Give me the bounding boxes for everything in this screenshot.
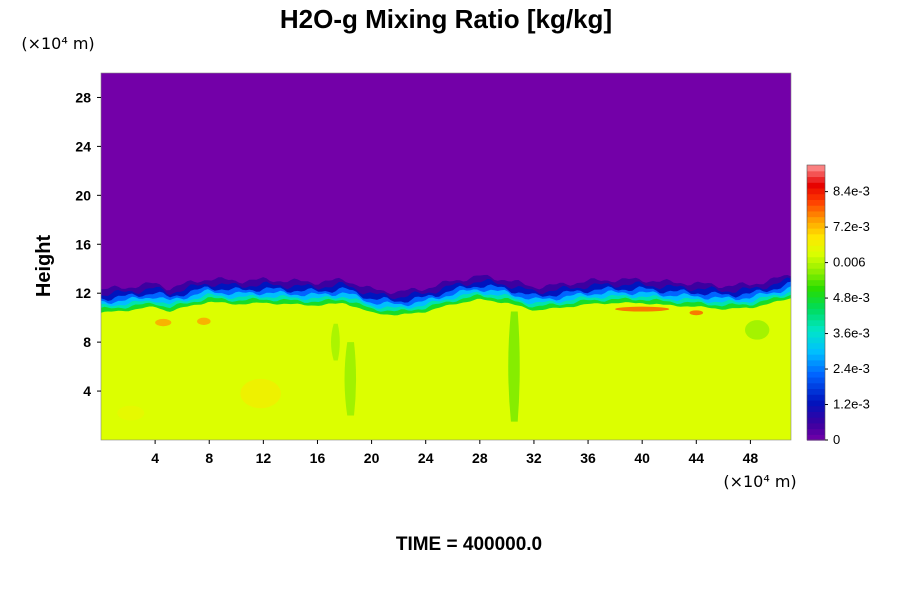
colorbar-segment [807, 250, 825, 258]
colorbar: 0 1.2e-3 2.4e-3 3.6e-3 4.8e-3 0.006 7.2e-3 8.4e… [806, 164, 870, 447]
colorbar-segment [807, 228, 825, 235]
colorbar-segment [807, 222, 825, 229]
field-blob [745, 320, 770, 340]
y-tick-label: 8 [83, 334, 91, 350]
colorbar-segment [807, 365, 825, 372]
x-tick-label: 32 [526, 450, 542, 466]
colorbar-segment [807, 399, 825, 407]
x-tick-label: 40 [634, 450, 650, 466]
colorbar-segment [807, 193, 825, 200]
colorbar-segment [807, 285, 825, 292]
colorbar-segment [807, 359, 825, 367]
x-tick-label: 4 [151, 450, 159, 466]
colorbar-segment [807, 388, 825, 395]
field-blob [689, 310, 704, 316]
colorbar-segment [807, 336, 825, 344]
colorbar-segment [807, 210, 825, 218]
colorbar-segment [807, 348, 825, 355]
chart-title: H2O-g Mixing Ratio [kg/kg] [280, 4, 612, 34]
colorbar-segment [807, 313, 825, 321]
y-axis-label: Height [33, 235, 55, 298]
plume [331, 323, 340, 361]
colorbar-segment [807, 239, 825, 246]
y-tick-label: 20 [75, 187, 91, 203]
anomaly-features [117, 306, 770, 422]
colorbar-segment [807, 302, 825, 309]
colorbar-segment [807, 411, 825, 418]
y-tick-label: 12 [75, 285, 91, 301]
colorbar-segment [807, 256, 825, 263]
field-blob [240, 378, 281, 409]
x-tick-label: 12 [256, 450, 272, 466]
colorbar-segment [807, 245, 825, 252]
y-tick-label: 16 [75, 236, 91, 252]
colorbar-tick-label: 8.4e-3 [833, 184, 870, 199]
x-tick-label: 8 [205, 450, 213, 466]
colorbar-segment [807, 279, 825, 286]
colorbar-segment [807, 376, 825, 384]
field-blob [117, 405, 145, 421]
colorbar-segment [807, 199, 825, 206]
colorbar-segment [807, 382, 825, 390]
colorbar-tick-label: 0 [833, 432, 840, 447]
colorbar-segment [807, 434, 825, 441]
colorbar-tick-label: 2.4e-3 [833, 361, 870, 376]
y-axis-unit: (×10⁴ m) [21, 34, 94, 53]
colorbar-segment [807, 394, 825, 401]
x-tick-label: 28 [472, 450, 488, 466]
x-tick-label: 20 [364, 450, 380, 466]
x-tick-label: 36 [580, 450, 596, 466]
x-axis-ticks: 4 8 12 16 20 24 28 32 36 40 44 48 [151, 440, 758, 466]
field-blob [197, 317, 211, 326]
colorbar-tick-label: 3.6e-3 [833, 326, 870, 341]
colorbar-segment [807, 371, 825, 378]
colorbar-segment [807, 325, 825, 332]
time-annotation: TIME = 400000.0 [396, 534, 542, 555]
colorbar-segment [807, 417, 825, 424]
plot-area [101, 73, 791, 440]
y-tick-label: 4 [83, 383, 91, 399]
plume [508, 311, 520, 422]
colorbar-segment [807, 319, 825, 327]
colorbar-segment [807, 165, 825, 172]
colorbar-tick-label: 4.8e-3 [833, 290, 870, 305]
colorbar-segment [807, 405, 825, 412]
colorbar-tick-label: 1.2e-3 [833, 397, 870, 412]
colorbar-segment [807, 176, 825, 183]
colorbar-segment [807, 205, 825, 212]
colorbar-frame [806, 164, 826, 441]
field-blob [155, 318, 172, 327]
field-blob [615, 306, 670, 312]
plot-frame [100, 72, 792, 441]
colorbar-segment [807, 291, 825, 298]
colorbar-segment [807, 308, 825, 315]
colorbar-segment [807, 428, 825, 435]
colorbar-segment [807, 216, 825, 223]
plume [344, 342, 357, 416]
colorbar-segment [807, 233, 825, 241]
colorbar-segment [807, 187, 825, 195]
colorbar-segment [807, 422, 825, 430]
colorbar-segment [807, 342, 825, 349]
colorbar-tick-label: 0.006 [833, 255, 866, 270]
y-axis-ticks: 4 8 12 16 20 24 28 [75, 89, 101, 399]
x-axis-unit: (×10⁴ m) [723, 472, 796, 491]
colorbar-segment [807, 268, 825, 275]
y-tick-label: 28 [75, 89, 91, 105]
colorbar-segment [807, 262, 825, 269]
colorbar-segment [807, 296, 825, 304]
colorbar-segment [807, 354, 825, 361]
x-tick-label: 48 [743, 450, 759, 466]
y-tick-label: 24 [75, 138, 91, 154]
colorbar-segment [807, 170, 825, 178]
x-tick-label: 44 [689, 450, 705, 466]
x-tick-label: 16 [310, 450, 326, 466]
x-tick-label: 24 [418, 450, 434, 466]
colorbar-segment [807, 182, 825, 189]
colorbar-tick-label: 7.2e-3 [833, 219, 870, 234]
colorbar-segment [807, 273, 825, 281]
colorbar-segment [807, 331, 825, 338]
